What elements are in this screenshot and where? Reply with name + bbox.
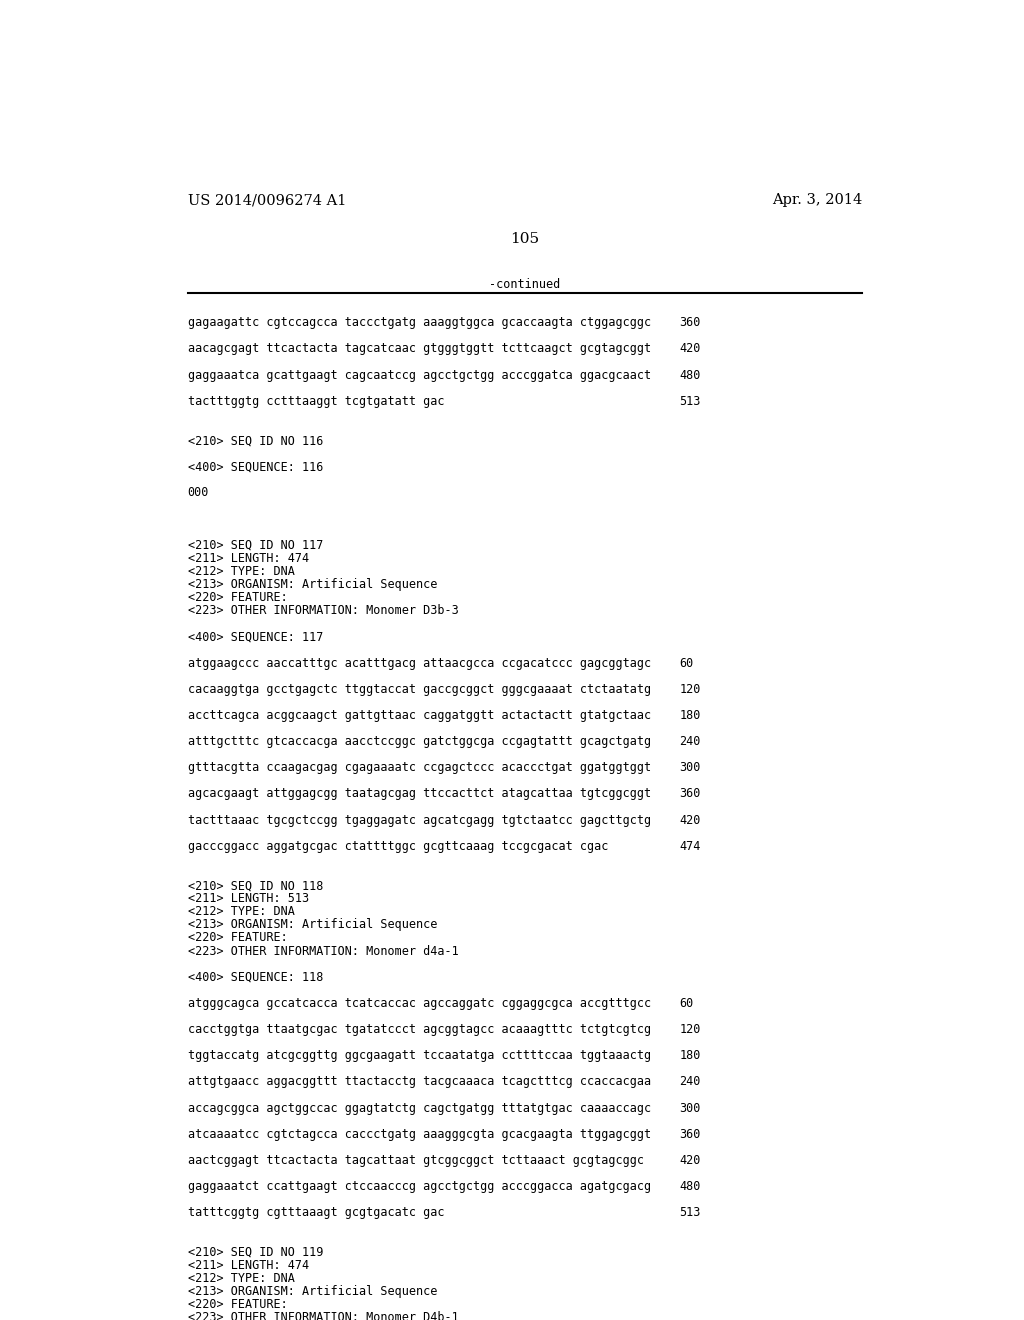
Text: atcaaaatcc cgtctagcca caccctgatg aaagggcgta gcacgaagta ttggagcggt: atcaaaatcc cgtctagcca caccctgatg aaagggc…: [187, 1127, 650, 1140]
Text: 360: 360: [680, 317, 700, 329]
Text: 480: 480: [680, 1180, 700, 1193]
Text: atgggcagca gccatcacca tcatcaccac agccaggatc cggaggcgca accgtttgcc: atgggcagca gccatcacca tcatcaccac agccagg…: [187, 997, 650, 1010]
Text: 240: 240: [680, 1076, 700, 1089]
Text: <212> TYPE: DNA: <212> TYPE: DNA: [187, 906, 294, 919]
Text: tactttggtg cctttaaggt tcgtgatatt gac: tactttggtg cctttaaggt tcgtgatatt gac: [187, 395, 444, 408]
Text: <212> TYPE: DNA: <212> TYPE: DNA: [187, 565, 294, 578]
Text: 513: 513: [680, 1206, 700, 1220]
Text: cacaaggtga gcctgagctc ttggtaccat gaccgcggct gggcgaaaat ctctaatatg: cacaaggtga gcctgagctc ttggtaccat gaccgcg…: [187, 682, 650, 696]
Text: <400> SEQUENCE: 118: <400> SEQUENCE: 118: [187, 970, 323, 983]
Text: <210> SEQ ID NO 117: <210> SEQ ID NO 117: [187, 539, 323, 552]
Text: tatttcggtg cgtttaaagt gcgtgacatc gac: tatttcggtg cgtttaaagt gcgtgacatc gac: [187, 1206, 444, 1220]
Text: 000: 000: [187, 487, 209, 499]
Text: <210> SEQ ID NO 116: <210> SEQ ID NO 116: [187, 434, 323, 447]
Text: 120: 120: [680, 682, 700, 696]
Text: <211> LENGTH: 474: <211> LENGTH: 474: [187, 552, 308, 565]
Text: <400> SEQUENCE: 116: <400> SEQUENCE: 116: [187, 461, 323, 474]
Text: <213> ORGANISM: Artificial Sequence: <213> ORGANISM: Artificial Sequence: [187, 919, 437, 932]
Text: 60: 60: [680, 997, 694, 1010]
Text: 180: 180: [680, 709, 700, 722]
Text: 474: 474: [680, 840, 700, 853]
Text: <220> FEATURE:: <220> FEATURE:: [187, 591, 288, 605]
Text: <213> ORGANISM: Artificial Sequence: <213> ORGANISM: Artificial Sequence: [187, 578, 437, 591]
Text: <220> FEATURE:: <220> FEATURE:: [187, 932, 288, 945]
Text: <212> TYPE: DNA: <212> TYPE: DNA: [187, 1272, 294, 1284]
Text: accttcagca acggcaagct gattgttaac caggatggtt actactactt gtatgctaac: accttcagca acggcaagct gattgttaac caggatg…: [187, 709, 650, 722]
Text: tggtaccatg atcgcggttg ggcgaagatt tccaatatga ccttttccaa tggtaaactg: tggtaccatg atcgcggttg ggcgaagatt tccaata…: [187, 1049, 650, 1063]
Text: 180: 180: [680, 1049, 700, 1063]
Text: gacccggacc aggatgcgac ctattttggc gcgttcaaag tccgcgacat cgac: gacccggacc aggatgcgac ctattttggc gcgttca…: [187, 840, 608, 853]
Text: Apr. 3, 2014: Apr. 3, 2014: [772, 193, 862, 207]
Text: atggaagccc aaccatttgc acatttgacg attaacgcca ccgacatccc gagcggtagc: atggaagccc aaccatttgc acatttgacg attaacg…: [187, 656, 650, 669]
Text: atttgctttc gtcaccacga aacctccggc gatctggcga ccgagtattt gcagctgatg: atttgctttc gtcaccacga aacctccggc gatctgg…: [187, 735, 650, 748]
Text: 420: 420: [680, 342, 700, 355]
Text: accagcggca agctggccac ggagtatctg cagctgatgg tttatgtgac caaaaccagc: accagcggca agctggccac ggagtatctg cagctga…: [187, 1102, 650, 1114]
Text: <211> LENGTH: 513: <211> LENGTH: 513: [187, 892, 308, 906]
Text: <210> SEQ ID NO 119: <210> SEQ ID NO 119: [187, 1246, 323, 1259]
Text: <210> SEQ ID NO 118: <210> SEQ ID NO 118: [187, 879, 323, 892]
Text: -continued: -continued: [489, 277, 560, 290]
Text: <223> OTHER INFORMATION: Monomer D4b-1: <223> OTHER INFORMATION: Monomer D4b-1: [187, 1311, 459, 1320]
Text: 300: 300: [680, 1102, 700, 1114]
Text: aactcggagt ttcactacta tagcattaat gtcggcggct tcttaaact gcgtagcggc: aactcggagt ttcactacta tagcattaat gtcggcg…: [187, 1154, 643, 1167]
Text: gaggaaatct ccattgaagt ctccaacccg agcctgctgg acccggacca agatgcgacg: gaggaaatct ccattgaagt ctccaacccg agcctgc…: [187, 1180, 650, 1193]
Text: 60: 60: [680, 656, 694, 669]
Text: gaggaaatca gcattgaagt cagcaatccg agcctgctgg acccggatca ggacgcaact: gaggaaatca gcattgaagt cagcaatccg agcctgc…: [187, 368, 650, 381]
Text: 300: 300: [680, 762, 700, 775]
Text: aacagcgagt ttcactacta tagcatcaac gtgggtggtt tcttcaagct gcgtagcggt: aacagcgagt ttcactacta tagcatcaac gtgggtg…: [187, 342, 650, 355]
Text: 105: 105: [510, 231, 540, 246]
Text: 120: 120: [680, 1023, 700, 1036]
Text: <223> OTHER INFORMATION: Monomer d4a-1: <223> OTHER INFORMATION: Monomer d4a-1: [187, 945, 459, 957]
Text: tactttaaac tgcgctccgg tgaggagatc agcatcgagg tgtctaatcc gagcttgctg: tactttaaac tgcgctccgg tgaggagatc agcatcg…: [187, 813, 650, 826]
Text: gagaagattc cgtccagcca taccctgatg aaaggtggca gcaccaagta ctggagcggc: gagaagattc cgtccagcca taccctgatg aaaggtg…: [187, 317, 650, 329]
Text: <220> FEATURE:: <220> FEATURE:: [187, 1298, 288, 1311]
Text: gtttacgtta ccaagacgag cgagaaaatc ccgagctccc acaccctgat ggatggtggt: gtttacgtta ccaagacgag cgagaaaatc ccgagct…: [187, 762, 650, 775]
Text: 480: 480: [680, 368, 700, 381]
Text: <211> LENGTH: 474: <211> LENGTH: 474: [187, 1259, 308, 1271]
Text: 420: 420: [680, 813, 700, 826]
Text: cacctggtga ttaatgcgac tgatatccct agcggtagcc acaaagtttc tctgtcgtcg: cacctggtga ttaatgcgac tgatatccct agcggta…: [187, 1023, 650, 1036]
Text: <400> SEQUENCE: 117: <400> SEQUENCE: 117: [187, 631, 323, 643]
Text: <213> ORGANISM: Artificial Sequence: <213> ORGANISM: Artificial Sequence: [187, 1284, 437, 1298]
Text: <223> OTHER INFORMATION: Monomer D3b-3: <223> OTHER INFORMATION: Monomer D3b-3: [187, 605, 459, 618]
Text: 360: 360: [680, 1127, 700, 1140]
Text: 420: 420: [680, 1154, 700, 1167]
Text: 240: 240: [680, 735, 700, 748]
Text: 360: 360: [680, 788, 700, 800]
Text: US 2014/0096274 A1: US 2014/0096274 A1: [187, 193, 346, 207]
Text: 513: 513: [680, 395, 700, 408]
Text: agcacgaagt attggagcgg taatagcgag ttccacttct atagcattaa tgtcggcggt: agcacgaagt attggagcgg taatagcgag ttccact…: [187, 788, 650, 800]
Text: attgtgaacc aggacggttt ttactacctg tacgcaaaca tcagctttcg ccaccacgaa: attgtgaacc aggacggttt ttactacctg tacgcaa…: [187, 1076, 650, 1089]
